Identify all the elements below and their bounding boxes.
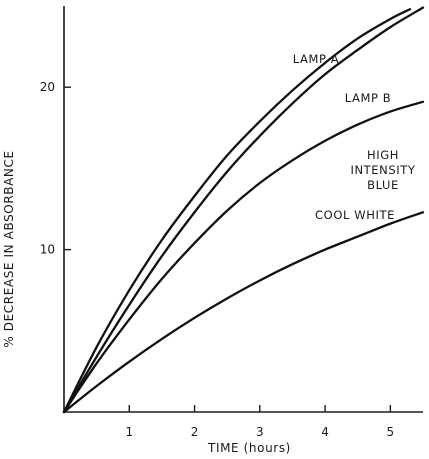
series-label-line: BLUE — [367, 178, 399, 192]
series-line-lamp-b — [62, 6, 425, 414]
x-tick-label-3: 3 — [256, 425, 264, 439]
series-label-lamp-b: LAMP B — [345, 91, 392, 105]
series-label-lamp-a: LAMP A — [293, 52, 340, 66]
x-tick-label-4: 4 — [321, 425, 329, 439]
x-tick-label-5: 5 — [387, 425, 395, 439]
x-tick-label-2: 2 — [191, 425, 199, 439]
y-axis-title: % DECREASE IN ABSORBANCE — [2, 150, 16, 347]
series-line-lamp-a — [62, 8, 412, 414]
series-lines — [62, 6, 425, 414]
y-tick-label-10: 10 — [40, 243, 55, 257]
tick-labels: 1 2 3 4 5 10 20 — [40, 80, 394, 439]
series-line-high-intensity-blue — [62, 100, 425, 414]
series-label-line: HIGH — [367, 148, 399, 162]
x-axis-title: TIME (hours) — [207, 441, 291, 455]
series-labels: LAMP A LAMP B HIGH INTENSITY BLUE COOL WHITE — [293, 52, 416, 222]
series-line-cool-white — [62, 211, 425, 414]
x-tick-label-1: 1 — [125, 425, 133, 439]
series-label-high-intensity-blue: HIGH INTENSITY BLUE — [350, 148, 415, 192]
tick-marks — [64, 86, 392, 412]
axes — [63, 6, 423, 413]
y-tick-label-20: 20 — [40, 80, 55, 94]
series-label-line: INTENSITY — [350, 163, 415, 177]
series-label-cool-white: COOL WHITE — [315, 208, 395, 222]
